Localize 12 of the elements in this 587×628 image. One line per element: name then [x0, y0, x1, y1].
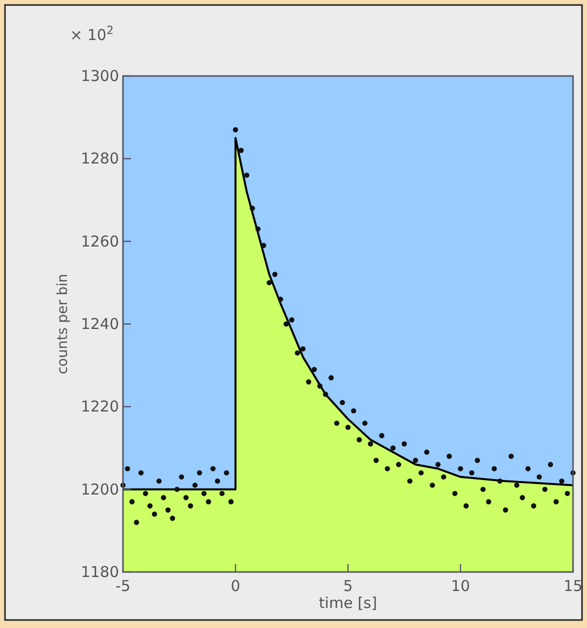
y-tick-label: 1200	[80, 480, 119, 498]
x-tick-label: 10	[450, 577, 470, 595]
x-tick-label: 0	[230, 577, 240, 595]
y-tick-label: 1220	[80, 398, 119, 416]
y-tick-label: 1240	[80, 315, 119, 333]
y-tick-label: 1300	[80, 67, 119, 85]
y-tick-label: 1260	[80, 232, 119, 250]
x-axis-title: time [s]	[318, 594, 378, 612]
y-tick-label: 1280	[80, 150, 119, 168]
x-tick-label: 5	[343, 577, 353, 595]
text: × 10$^{2}$	[70, 24, 114, 44]
y-axis-title: counts per bin	[55, 274, 71, 374]
